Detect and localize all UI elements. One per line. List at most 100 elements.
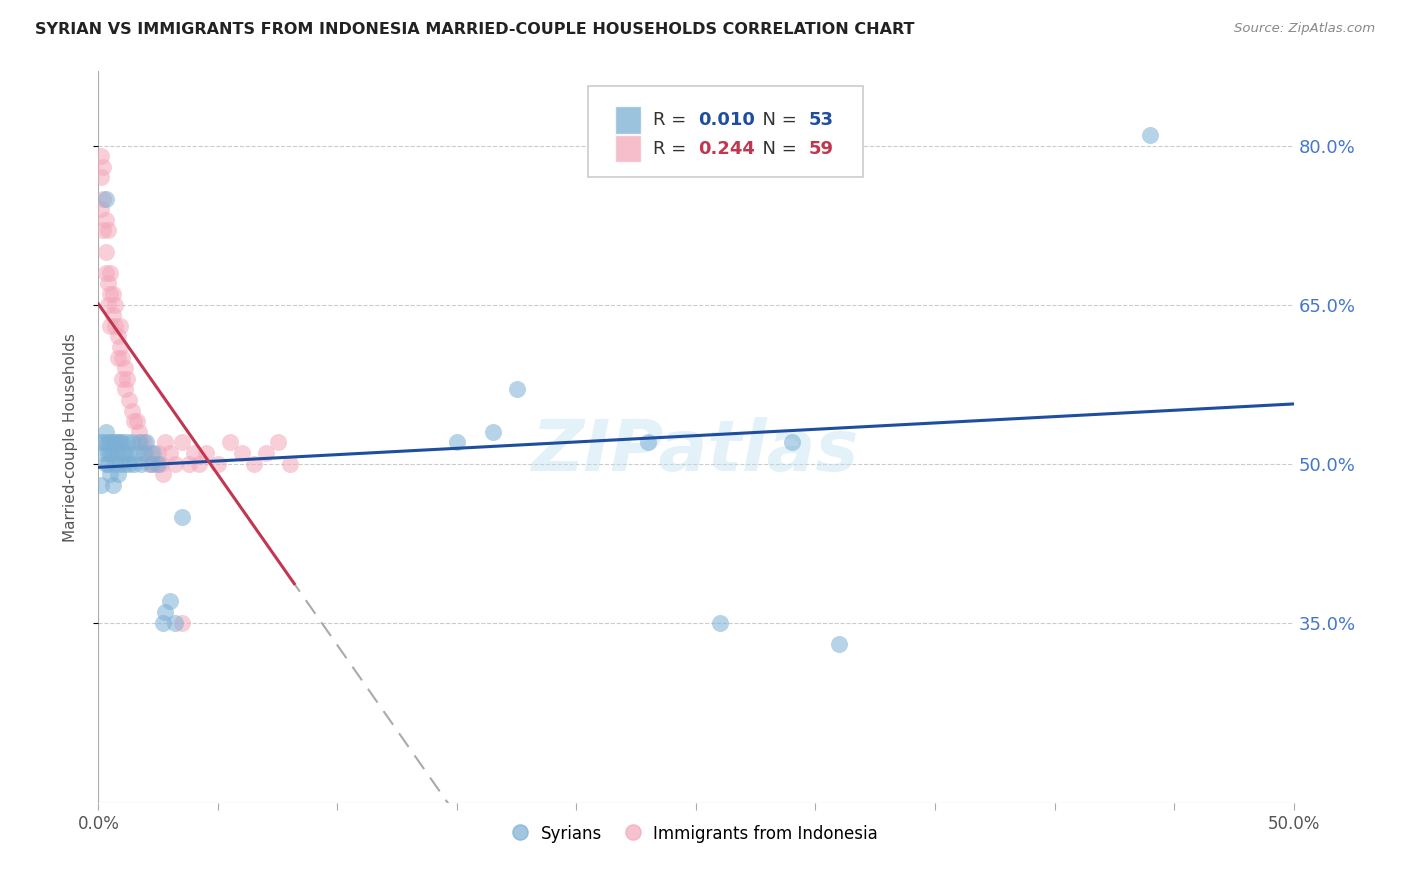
Point [91, 192, 114, 206]
Point [152, 467, 174, 482]
Point [98, 318, 122, 333]
Point [118, 392, 141, 407]
FancyBboxPatch shape [589, 86, 863, 178]
Point [114, 446, 136, 460]
Point [121, 403, 143, 417]
Point [163, 457, 186, 471]
Point [101, 308, 124, 322]
Bar [614, 106, 641, 134]
Point [124, 457, 146, 471]
Point [114, 383, 136, 397]
Point [107, 351, 129, 365]
Point [125, 446, 148, 460]
Point [1139, 128, 1161, 142]
Text: Source: ZipAtlas.com: Source: ZipAtlas.com [1234, 22, 1375, 36]
Point [148, 457, 170, 471]
Y-axis label: Married-couple Households: Married-couple Households [63, 333, 77, 541]
Point [278, 457, 301, 471]
Point [709, 615, 731, 630]
Point [91, 223, 114, 237]
Point [90, 435, 112, 450]
Point [115, 435, 138, 450]
Text: N =: N = [751, 140, 803, 158]
Point [97, 435, 120, 450]
Point [90, 149, 112, 163]
Point [131, 457, 153, 471]
Point [155, 435, 177, 450]
Point [111, 446, 134, 460]
Point [121, 435, 143, 450]
Point [135, 446, 157, 460]
Point [108, 340, 131, 354]
Point [101, 446, 124, 460]
Text: 59: 59 [808, 140, 834, 158]
Point [98, 467, 122, 482]
Bar [614, 135, 641, 162]
Point [125, 414, 148, 428]
Point [124, 414, 146, 428]
Point [104, 457, 127, 471]
Point [94, 212, 117, 227]
Point [94, 266, 117, 280]
Point [104, 297, 127, 311]
Point [128, 435, 150, 450]
Point [139, 446, 162, 460]
Point [149, 457, 172, 471]
Point [104, 435, 127, 450]
Point [97, 446, 120, 460]
Point [101, 477, 124, 491]
Point [142, 457, 165, 471]
Point [115, 372, 138, 386]
Point [90, 202, 112, 216]
Point [114, 457, 136, 471]
Text: 53: 53 [808, 112, 834, 129]
Point [98, 435, 122, 450]
Point [91, 435, 114, 450]
Point [183, 446, 205, 460]
Point [148, 446, 170, 460]
Point [90, 170, 112, 185]
Point [128, 425, 150, 439]
Point [94, 192, 117, 206]
Point [219, 435, 242, 450]
Point [94, 425, 117, 439]
Point [118, 457, 141, 471]
Point [172, 615, 194, 630]
Text: R =: R = [652, 140, 692, 158]
Point [107, 467, 129, 482]
Point [187, 457, 209, 471]
Point [111, 351, 134, 365]
Point [135, 435, 157, 450]
Point [138, 457, 160, 471]
Point [780, 435, 803, 450]
Point [94, 457, 117, 471]
Point [97, 297, 120, 311]
Legend: Syrians, Immigrants from Indonesia: Syrians, Immigrants from Indonesia [508, 818, 884, 849]
Point [506, 383, 529, 397]
Point [97, 457, 120, 471]
Point [90, 477, 112, 491]
Point [98, 266, 122, 280]
Text: N =: N = [751, 112, 803, 129]
Point [132, 435, 155, 450]
Point [131, 435, 153, 450]
Point [114, 361, 136, 376]
Point [107, 435, 129, 450]
Point [207, 457, 229, 471]
Point [139, 457, 162, 471]
Point [231, 446, 253, 460]
Point [267, 435, 290, 450]
Point [446, 435, 468, 450]
Point [172, 509, 194, 524]
Point [145, 457, 167, 471]
Point [101, 287, 124, 301]
Point [132, 446, 155, 460]
Point [118, 446, 141, 460]
Point [94, 244, 117, 259]
Point [108, 435, 131, 450]
Point [98, 287, 122, 301]
Point [172, 435, 194, 450]
Text: R =: R = [652, 112, 692, 129]
Point [108, 457, 131, 471]
Point [159, 446, 181, 460]
